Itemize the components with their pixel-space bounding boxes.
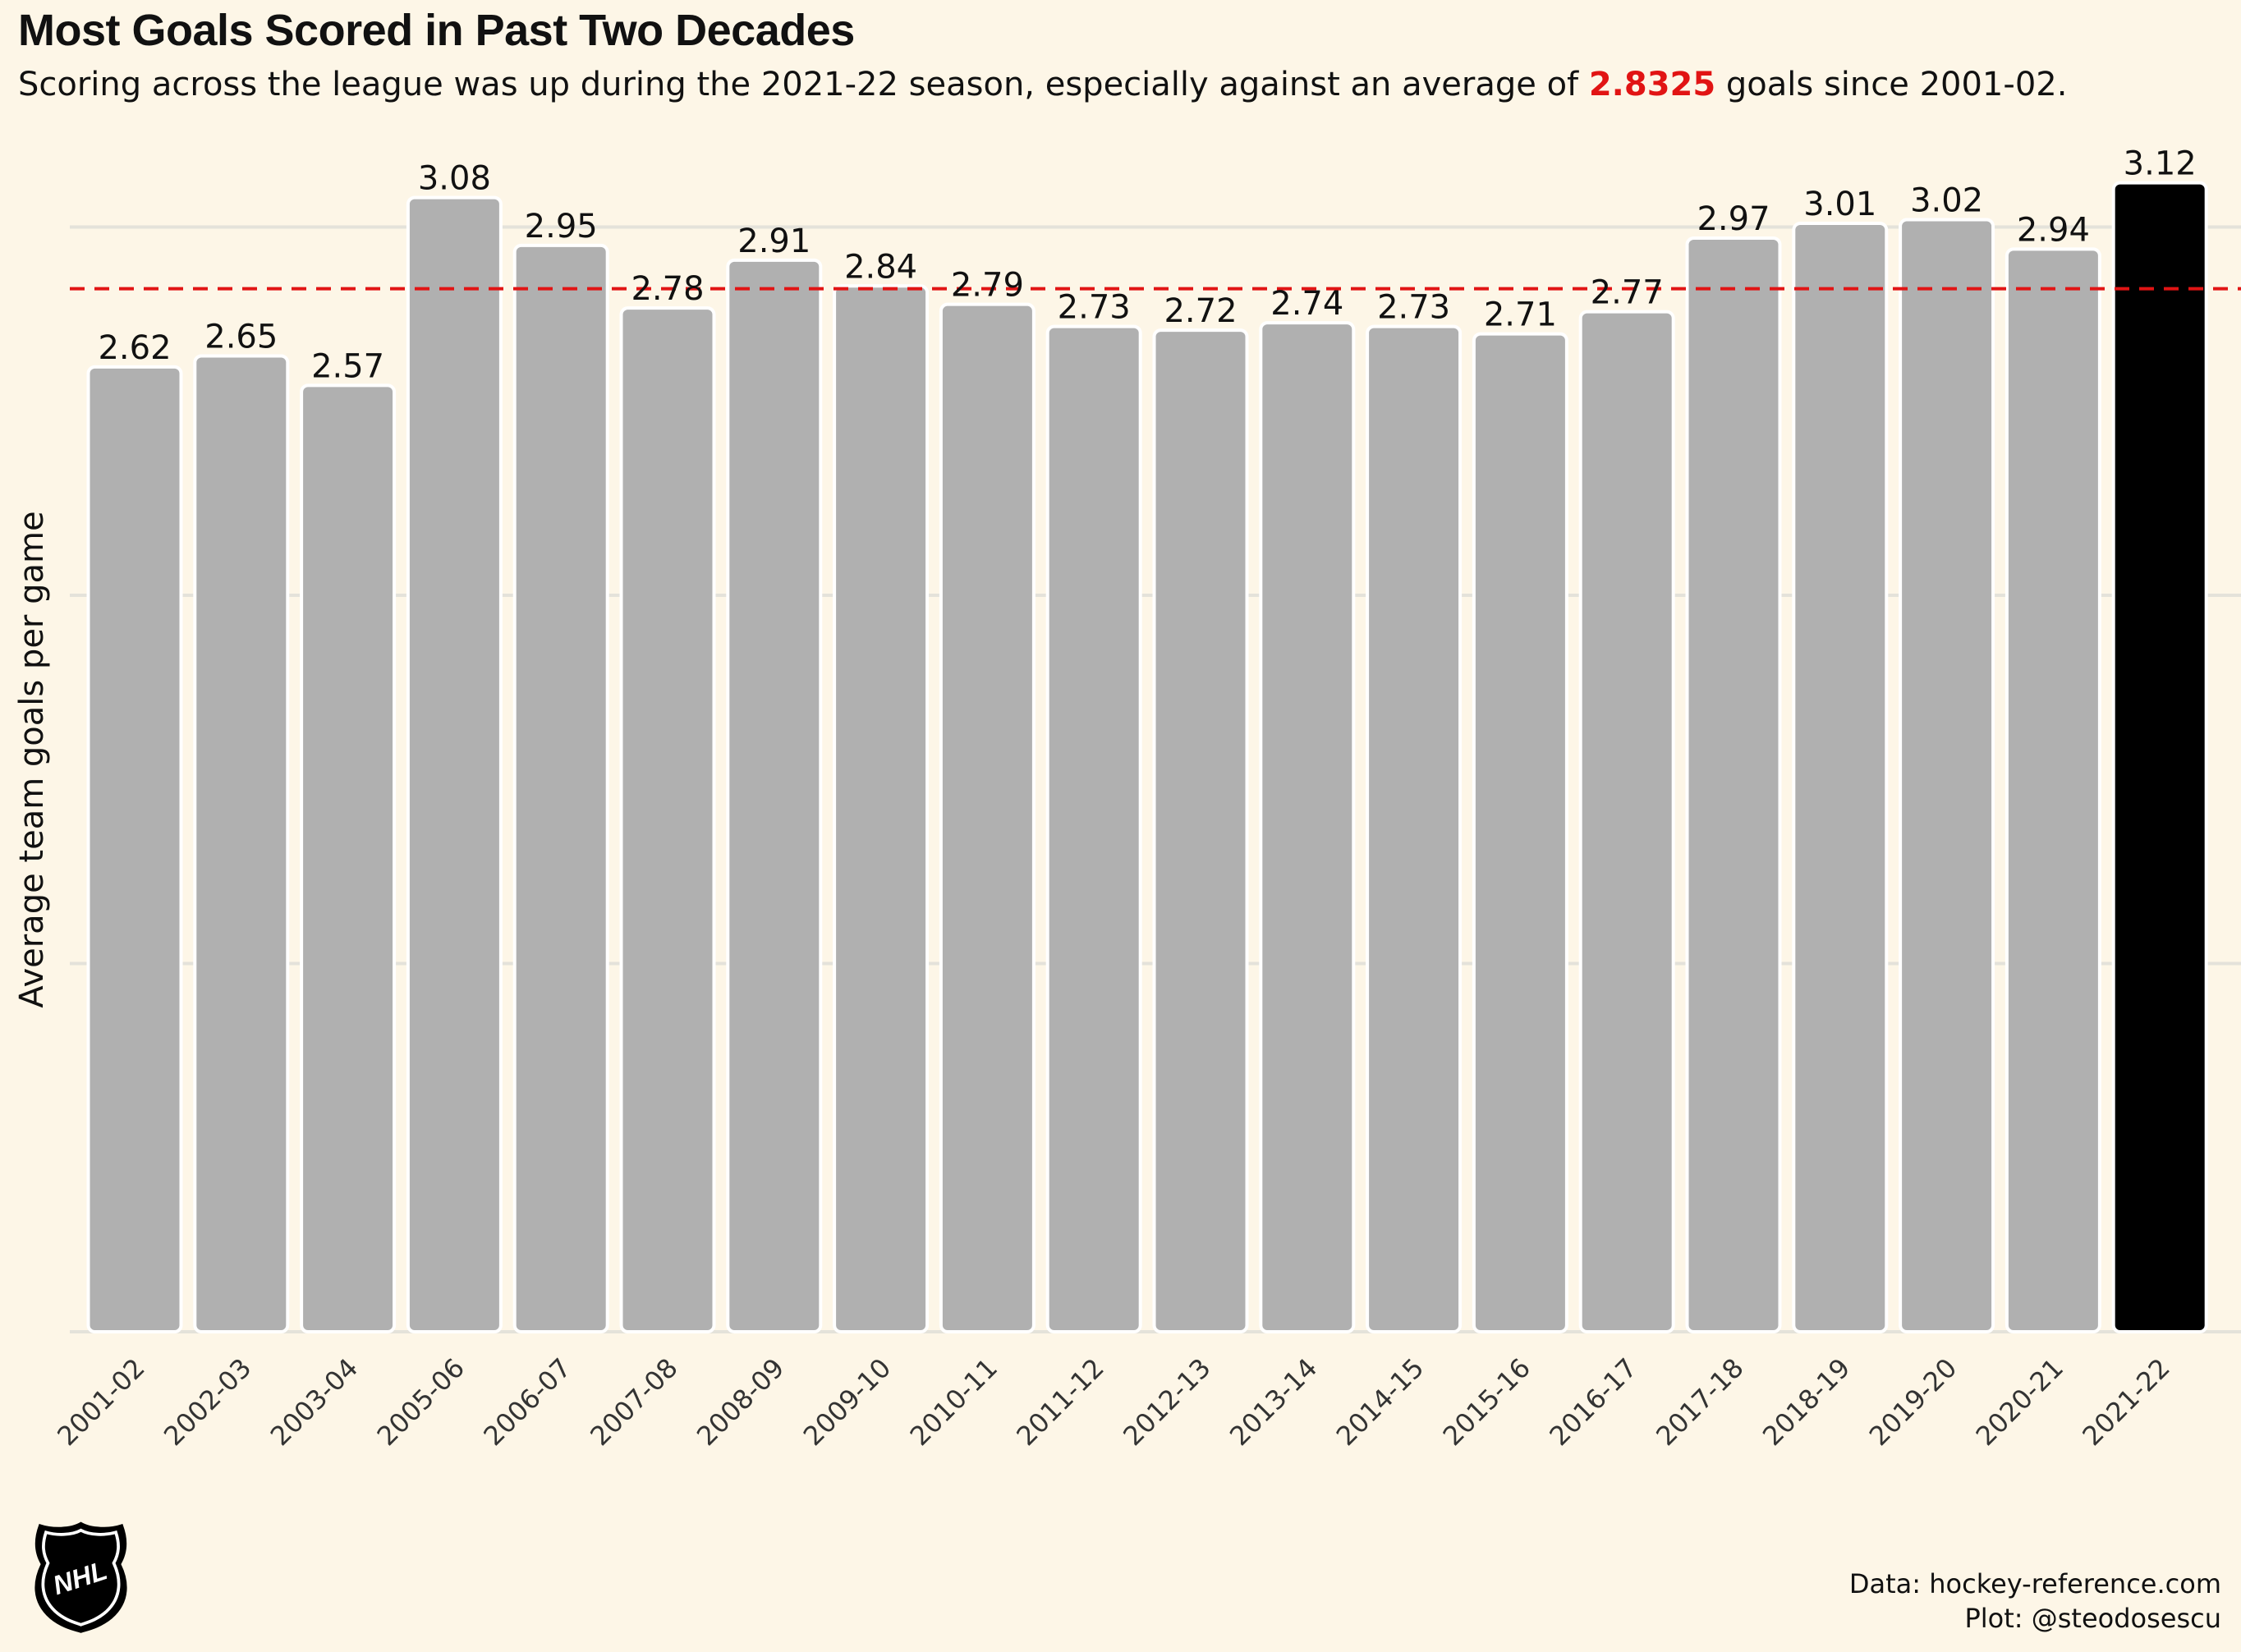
bar-value-label: 3.01	[1803, 186, 1876, 223]
nhl-logo: NHL	[34, 1521, 127, 1633]
bar-value-label: 3.08	[418, 160, 491, 198]
bar	[1685, 236, 1782, 1334]
x-tick-label: 2002-03	[158, 1352, 257, 1452]
bar	[86, 365, 183, 1333]
x-tick-label: 2013-14	[1224, 1352, 1323, 1452]
bar-value-label: 2.94	[2017, 211, 2090, 249]
bar-value-label: 3.02	[1910, 182, 1983, 220]
bar-value-label: 2.97	[1697, 200, 1770, 238]
data-source: Data: hockey-reference.com	[1848, 1568, 2221, 1599]
value-labels: 2.62 2.65 2.57 3.08 2.95 2.78 2.91 2.84 2.79 2.73…	[98, 145, 2196, 386]
bar-value-label: 2.74	[1270, 285, 1343, 323]
subtitle-text-start: Scoring across the league was up during …	[18, 66, 1589, 103]
bars	[86, 181, 2208, 1334]
bar	[300, 383, 397, 1334]
bar	[1472, 332, 1568, 1334]
plot-credit: Plot: @steodosescu	[1964, 1603, 2221, 1634]
y-axis-label: Average team goals per game	[13, 511, 51, 1007]
x-tick-label: 2017-18	[1650, 1352, 1749, 1452]
bar	[1259, 321, 1356, 1333]
bar-value-label: 2.91	[737, 223, 811, 260]
x-tick-label: 2011-12	[1010, 1352, 1109, 1452]
subtitle-text-end: goals since 2001-02.	[1715, 66, 2068, 103]
bar-value-label: 2.71	[1484, 296, 1557, 334]
bar	[1366, 324, 1463, 1334]
x-tick-label: 2020-21	[1970, 1352, 2069, 1452]
bar	[619, 306, 716, 1333]
bar-value-label: 2.65	[204, 318, 278, 356]
x-tick-label: 2009-10	[797, 1352, 897, 1452]
bar	[1792, 222, 1889, 1333]
x-tick-label: 2010-11	[904, 1352, 1003, 1452]
bar	[939, 302, 1036, 1333]
bar-value-label: 2.57	[311, 347, 384, 385]
x-tick-label: 2012-13	[1117, 1352, 1216, 1452]
bar	[1899, 218, 1995, 1333]
bar	[2111, 181, 2208, 1333]
x-tick-label: 2008-09	[691, 1352, 790, 1452]
x-tick-label: 2003-04	[264, 1352, 364, 1452]
chart-title: Most Goals Scored in Past Two Decades	[18, 6, 855, 55]
bar	[406, 195, 503, 1333]
bar	[726, 258, 823, 1333]
bar-value-label: 2.72	[1164, 292, 1237, 330]
bar	[1152, 328, 1249, 1334]
bar-value-label: 2.79	[951, 267, 1024, 305]
bar-value-label: 2.77	[1591, 274, 1664, 312]
x-tick-label: 2014-15	[1330, 1352, 1430, 1452]
bar	[1578, 310, 1675, 1333]
bar-value-label: 2.95	[525, 208, 598, 246]
x-tick-label: 2001-02	[51, 1352, 150, 1452]
bar-value-label: 2.62	[98, 329, 171, 367]
bar-value-label: 2.84	[844, 248, 917, 286]
x-tick-label: 2015-16	[1437, 1352, 1536, 1452]
x-tick-label: 2021-22	[2076, 1352, 2175, 1452]
bar	[833, 284, 930, 1333]
x-tick-label: 2016-17	[1543, 1352, 1642, 1452]
x-tick-label: 2006-07	[477, 1352, 576, 1452]
x-tick-label: 2018-19	[1757, 1352, 1856, 1452]
bar	[193, 354, 290, 1334]
bar-value-label: 2.73	[1058, 289, 1131, 327]
bar-value-label: 2.73	[1377, 289, 1450, 327]
bar	[2005, 247, 2101, 1333]
average-value-highlight: 2.8325	[1588, 66, 1716, 103]
chart-subtitle: Scoring across the league was up during …	[18, 66, 2067, 103]
x-tick-label: 2019-20	[1863, 1352, 1963, 1452]
bar	[1045, 324, 1142, 1334]
bar-value-label: 2.78	[631, 270, 704, 308]
x-tick-label: 2007-08	[584, 1352, 683, 1452]
bar	[512, 243, 609, 1333]
x-axis-ticks: 2001-02 2002-03 2003-04 2005-06 2006-07 2007-…	[51, 1352, 2176, 1452]
bar-value-label: 3.12	[2124, 145, 2197, 183]
x-tick-label: 2005-06	[371, 1352, 471, 1452]
credits: Data: hockey-reference.com Plot: @steodo…	[1849, 1567, 2221, 1636]
